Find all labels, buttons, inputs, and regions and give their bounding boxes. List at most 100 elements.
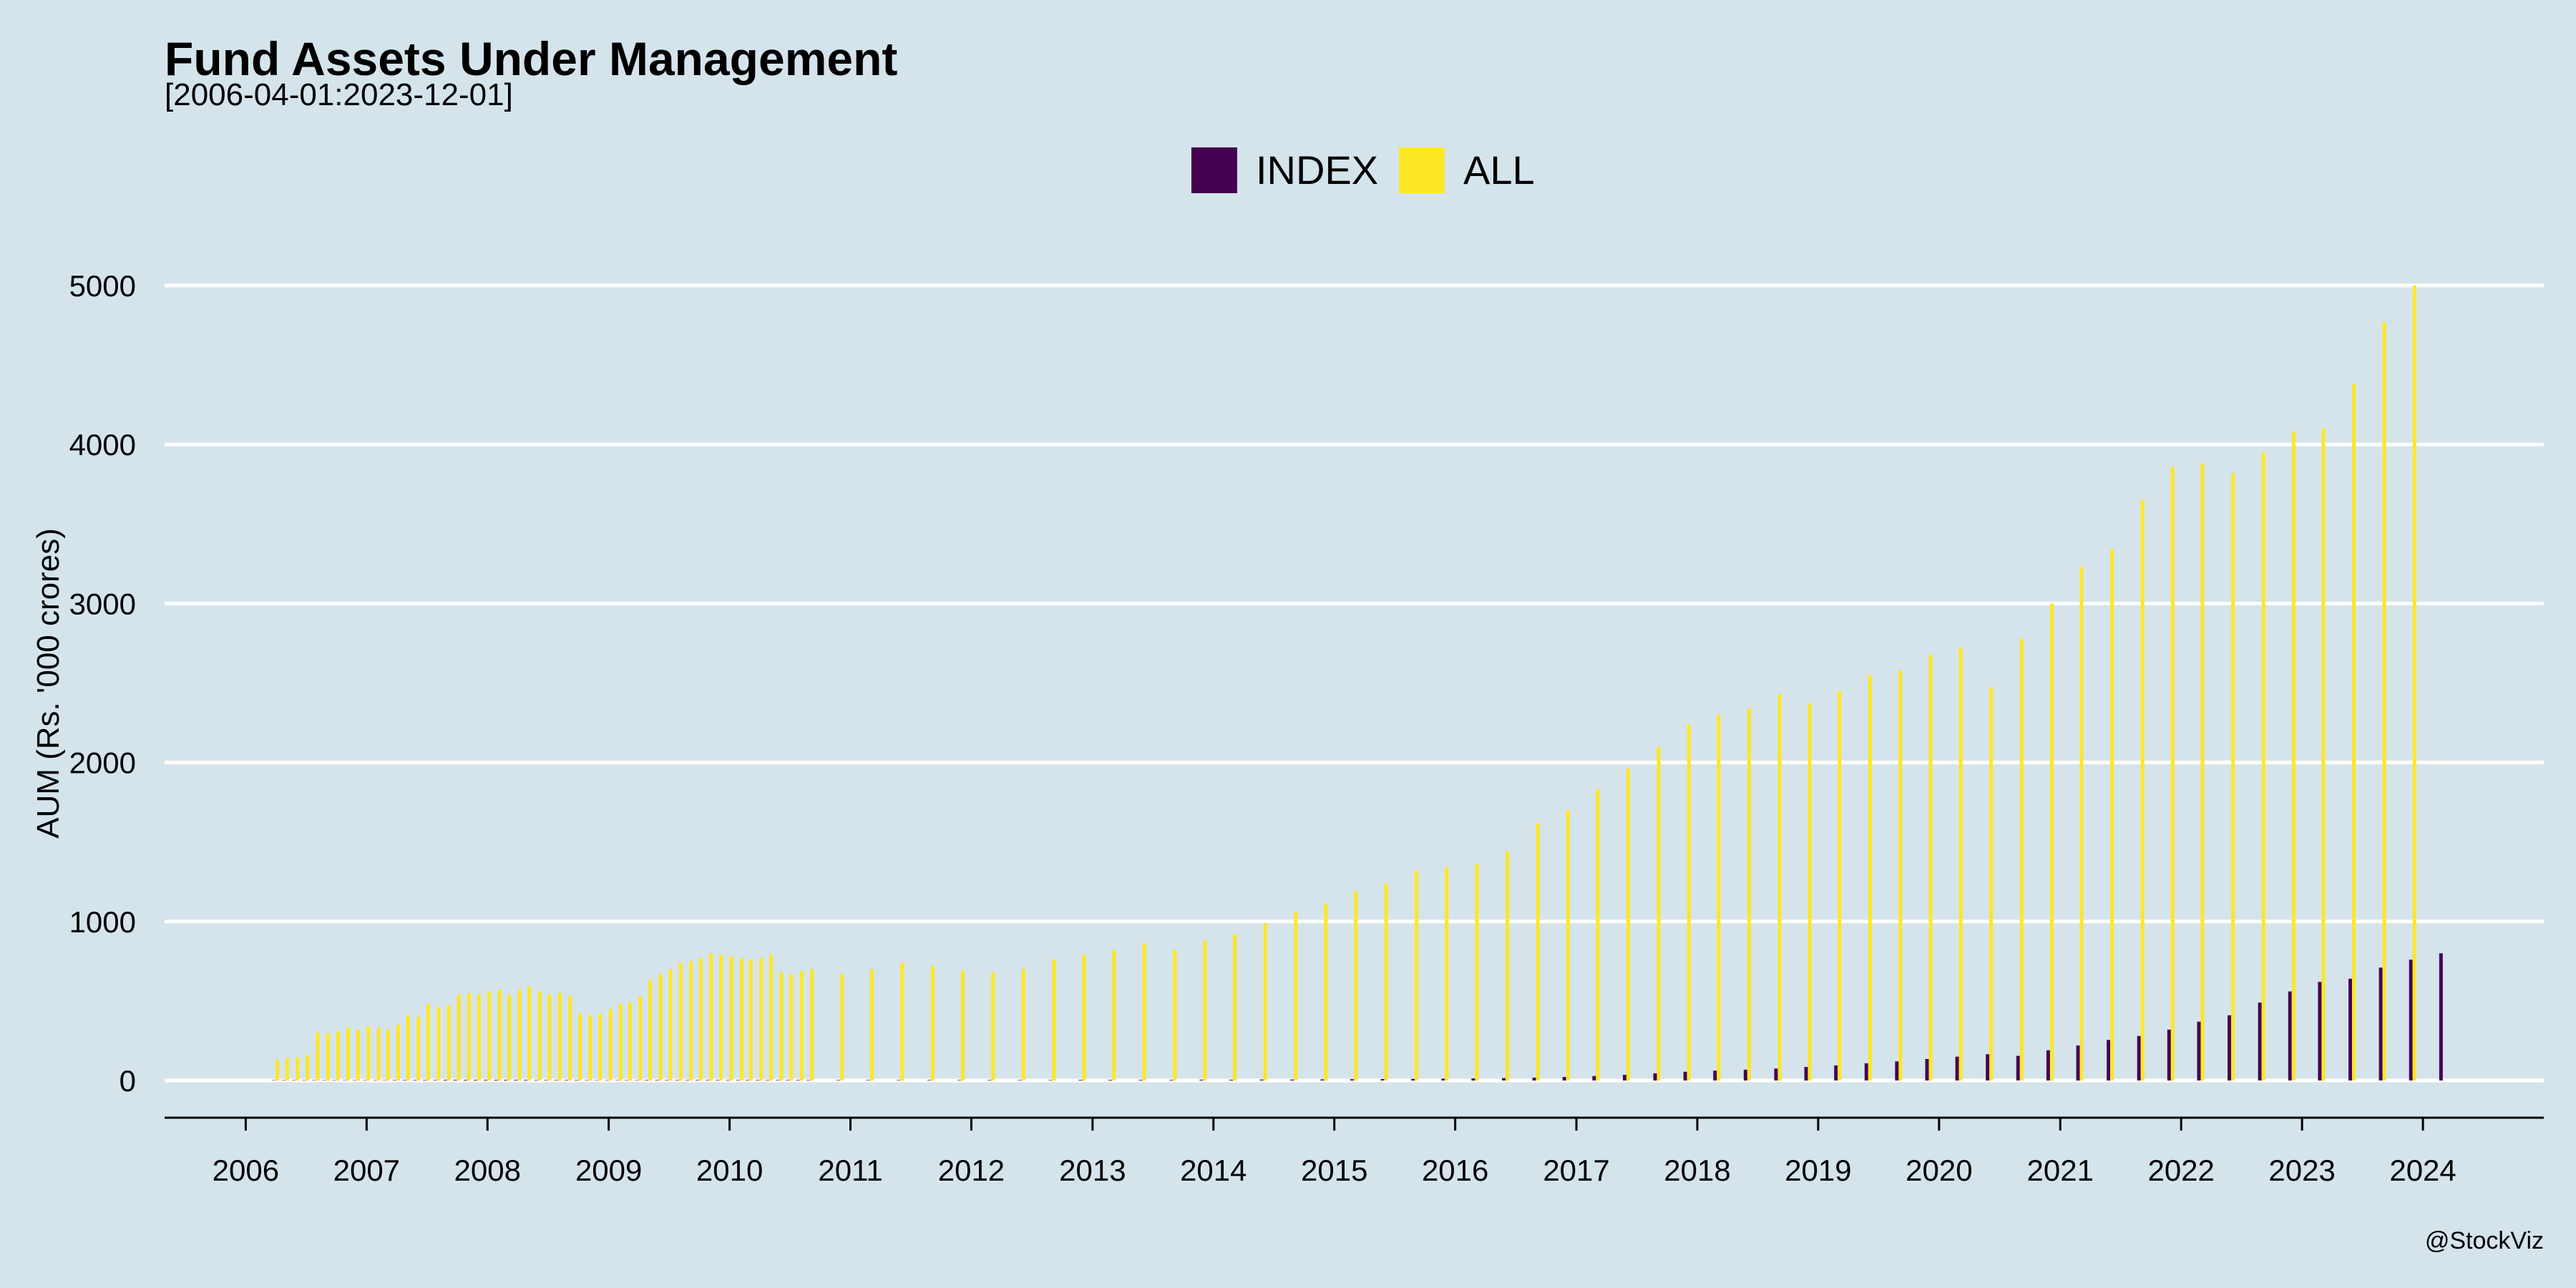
bar-index bbox=[1320, 1079, 1324, 1080]
bar-all bbox=[759, 957, 763, 1080]
bar-all bbox=[376, 1028, 381, 1080]
bar-all bbox=[2140, 499, 2145, 1080]
bar-all bbox=[275, 1060, 280, 1080]
bar-index bbox=[625, 1080, 628, 1081]
bar-all bbox=[326, 1033, 330, 1080]
bar-all bbox=[900, 962, 904, 1080]
bar-all bbox=[598, 1013, 602, 1080]
x-tick-label: 2011 bbox=[818, 1153, 882, 1187]
bar-all bbox=[1868, 675, 1872, 1080]
bar-index bbox=[2197, 1021, 2201, 1080]
bar-all bbox=[477, 995, 481, 1080]
bar-all bbox=[869, 969, 874, 1080]
chart-subtitle: [2006-04-01:2023-12-01] bbox=[165, 77, 513, 112]
y-axis-label: AUM (Rs. '000 crores) bbox=[31, 528, 66, 839]
bar-index bbox=[1864, 1063, 1868, 1080]
x-tick-label: 2014 bbox=[1180, 1153, 1246, 1187]
bar-all bbox=[2200, 463, 2205, 1080]
bar-index bbox=[1502, 1078, 1506, 1080]
caption: @StockViz bbox=[2425, 1227, 2544, 1254]
x-tick-label: 2023 bbox=[2268, 1153, 2335, 1187]
x-tick-label: 2020 bbox=[1906, 1153, 1972, 1187]
bar-all bbox=[748, 960, 753, 1080]
bar-index bbox=[353, 1080, 356, 1081]
bar-index bbox=[2016, 1055, 2020, 1080]
y-tick-label: 1000 bbox=[69, 905, 136, 939]
bar-all bbox=[678, 962, 683, 1080]
bar-index bbox=[323, 1080, 326, 1081]
bar-all bbox=[1777, 694, 1782, 1080]
bar-all bbox=[578, 1013, 582, 1080]
bar-all bbox=[1354, 891, 1358, 1080]
bar-all bbox=[557, 992, 562, 1080]
bar-all bbox=[1052, 960, 1056, 1080]
bar-index bbox=[1774, 1068, 1778, 1080]
bar-all bbox=[1958, 648, 1963, 1080]
bar-index bbox=[2288, 991, 2292, 1080]
x-tick-label: 2016 bbox=[1422, 1153, 1488, 1187]
bar-all bbox=[336, 1031, 340, 1080]
bar-all bbox=[2412, 286, 2416, 1080]
bar-all bbox=[296, 1057, 300, 1080]
bar-index bbox=[1471, 1078, 1475, 1080]
bar-all bbox=[930, 966, 935, 1080]
bar-all bbox=[2231, 473, 2235, 1080]
bar-all bbox=[1263, 923, 1267, 1080]
bar-all bbox=[648, 980, 653, 1080]
bar-all bbox=[1928, 654, 1933, 1080]
bar-all bbox=[346, 1028, 351, 1080]
y-tick-label: 2000 bbox=[69, 746, 136, 780]
bar-index bbox=[292, 1080, 296, 1081]
bar-all bbox=[467, 992, 472, 1080]
bar-index bbox=[1743, 1069, 1747, 1080]
chart-title: Fund Assets Under Management bbox=[165, 32, 897, 85]
x-tick-label: 2015 bbox=[1301, 1153, 1367, 1187]
bar-index bbox=[1653, 1073, 1657, 1080]
bar-all bbox=[658, 974, 663, 1080]
bar-index bbox=[2439, 953, 2443, 1080]
x-tick-label: 2010 bbox=[696, 1153, 763, 1187]
bar-index bbox=[2167, 1029, 2171, 1080]
bar-index bbox=[2046, 1050, 2050, 1080]
bar-all bbox=[537, 991, 542, 1080]
x-axis-ticks: 2006 2007 2008 2009 2010 2011 2012 2013 2014 2015… bbox=[213, 1118, 2457, 1187]
bar-all bbox=[306, 1055, 310, 1080]
bar-all bbox=[810, 969, 814, 1080]
bar-index bbox=[383, 1080, 386, 1081]
bar-all bbox=[991, 972, 995, 1080]
bar-all bbox=[689, 961, 693, 1080]
bar-all bbox=[2110, 549, 2114, 1080]
bar-all bbox=[1445, 867, 1449, 1080]
bar-all bbox=[547, 995, 552, 1080]
bar-all bbox=[1203, 940, 1207, 1080]
y-tick-label: 0 bbox=[119, 1064, 136, 1098]
bar-all bbox=[366, 1026, 371, 1080]
y-axis-ticks: 0 1000 2000 3000 4000 5000 bbox=[69, 269, 136, 1098]
bar-all bbox=[779, 972, 784, 1080]
bar-all bbox=[699, 957, 703, 1080]
bar-all bbox=[1536, 823, 1540, 1080]
bar-index bbox=[1834, 1065, 1838, 1080]
bar-all bbox=[507, 995, 512, 1080]
bar-all bbox=[2019, 638, 2024, 1080]
bar-all bbox=[729, 956, 733, 1080]
bar-all bbox=[2261, 452, 2265, 1080]
x-tick-label: 2009 bbox=[575, 1153, 642, 1187]
bar-all bbox=[1142, 943, 1146, 1080]
bar-all bbox=[356, 1029, 360, 1080]
bar-index bbox=[1532, 1078, 1536, 1080]
bar-all bbox=[416, 1017, 421, 1080]
bar-all bbox=[1384, 883, 1388, 1080]
bar-all bbox=[426, 1004, 431, 1080]
bar-all bbox=[447, 1005, 451, 1080]
bar-index bbox=[1804, 1067, 1808, 1080]
bar-index bbox=[2107, 1040, 2111, 1080]
bar-index bbox=[1622, 1075, 1626, 1080]
bar-all bbox=[1566, 810, 1570, 1080]
x-tick-label: 2024 bbox=[2389, 1153, 2456, 1187]
bar-all bbox=[668, 969, 673, 1080]
bar-index bbox=[1895, 1061, 1899, 1080]
bar-all bbox=[285, 1058, 289, 1080]
bar-all bbox=[769, 955, 774, 1080]
